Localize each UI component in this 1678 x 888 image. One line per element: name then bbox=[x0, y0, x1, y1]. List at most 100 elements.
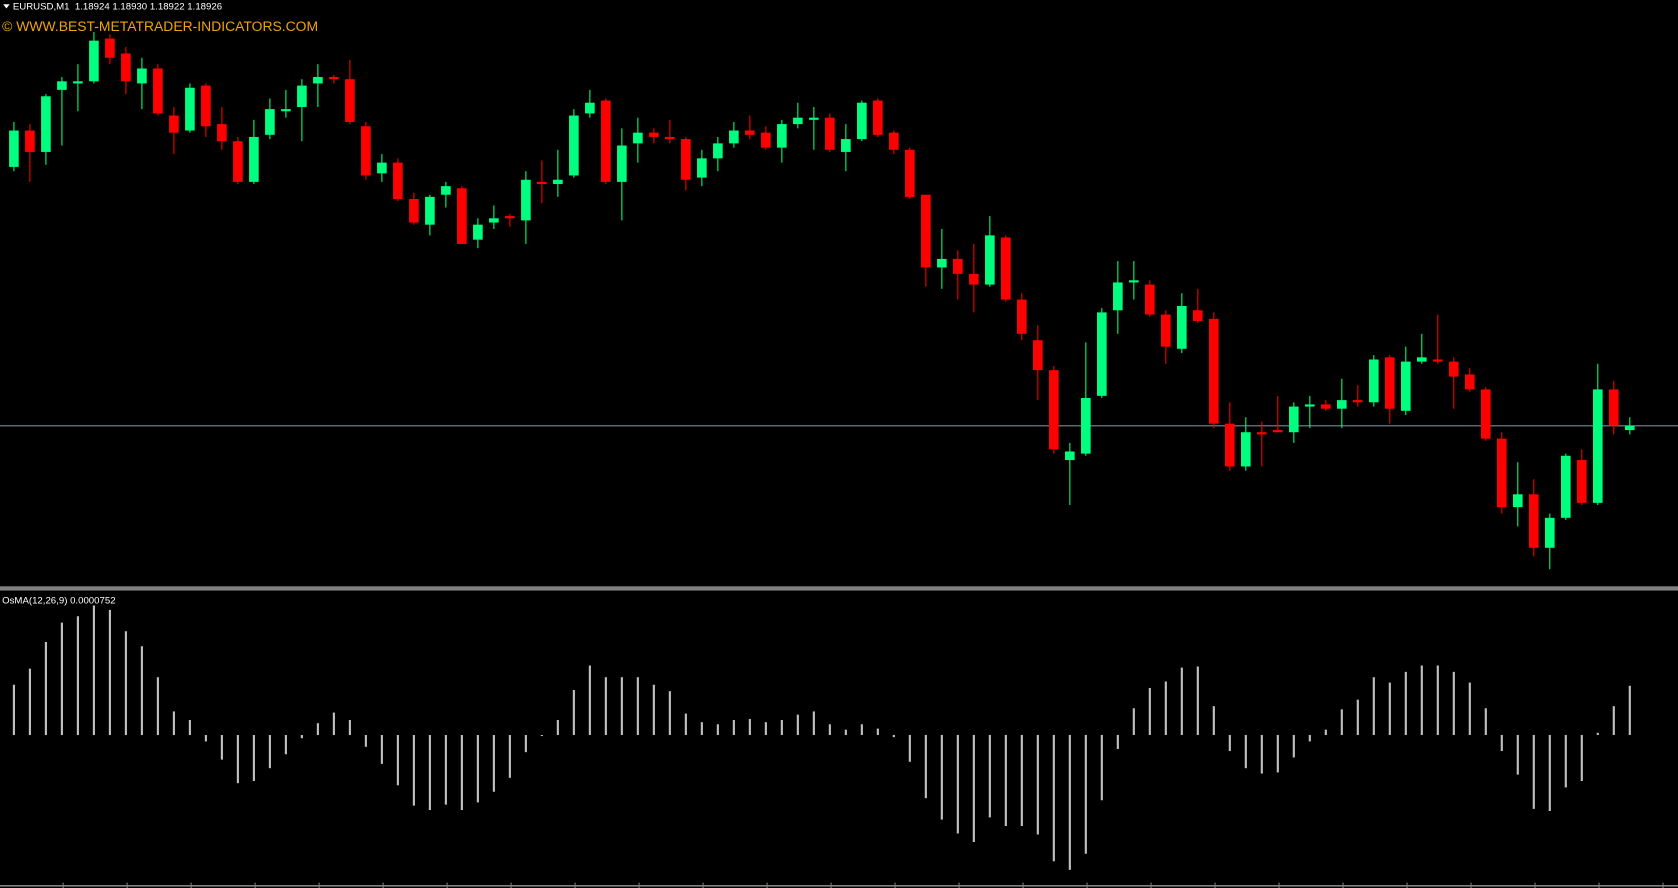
candle-body bbox=[361, 126, 371, 176]
candle-body bbox=[393, 162, 403, 199]
candle-body bbox=[745, 130, 755, 135]
candle-body bbox=[1001, 237, 1011, 300]
candle-body bbox=[89, 40, 99, 82]
candle-body bbox=[1033, 340, 1043, 371]
candle-body bbox=[857, 102, 867, 140]
candle-body bbox=[297, 85, 307, 107]
candle-body bbox=[457, 188, 467, 244]
candle-body bbox=[185, 87, 195, 131]
candle-body bbox=[969, 273, 979, 285]
candle-body bbox=[473, 224, 483, 240]
candle-body bbox=[905, 149, 915, 197]
candle-body bbox=[1320, 404, 1331, 409]
candle-body bbox=[1273, 430, 1283, 433]
candle-body bbox=[585, 102, 595, 114]
candle-body bbox=[937, 258, 947, 268]
candle-body bbox=[985, 235, 995, 285]
candle-body bbox=[953, 258, 963, 274]
candle-body bbox=[1576, 460, 1587, 503]
candle-body bbox=[889, 132, 899, 150]
candle-body bbox=[665, 136, 675, 140]
candle-body bbox=[1400, 361, 1411, 411]
candle-body bbox=[1017, 299, 1027, 334]
candle-body bbox=[1336, 400, 1347, 409]
candle-body bbox=[1288, 406, 1299, 433]
candle-body bbox=[809, 117, 819, 120]
candle-body bbox=[601, 100, 611, 182]
candle-body bbox=[1592, 389, 1603, 503]
candle-body bbox=[873, 100, 883, 135]
candle-body bbox=[649, 132, 659, 137]
candle-body bbox=[1528, 494, 1539, 548]
candle-body bbox=[1097, 312, 1107, 396]
candle-body bbox=[153, 68, 163, 114]
candle-body bbox=[73, 81, 83, 84]
panel-separator bbox=[0, 586, 1678, 591]
candle-body bbox=[1352, 400, 1363, 403]
candle-body bbox=[1145, 284, 1155, 315]
candle-body bbox=[1065, 451, 1075, 461]
candle-body bbox=[1049, 370, 1059, 450]
candle-body bbox=[169, 115, 179, 133]
candle-body bbox=[1624, 425, 1635, 431]
candle-body bbox=[1560, 455, 1571, 518]
symbol-header: EURUSD,M1 1.18924 1.18930 1.18922 1.1892… bbox=[13, 2, 222, 13]
candle-body bbox=[233, 141, 243, 182]
candle-body bbox=[729, 130, 739, 144]
candle-body bbox=[1464, 374, 1475, 390]
candle-body bbox=[505, 216, 515, 219]
candle-body bbox=[345, 79, 355, 122]
candle-body bbox=[409, 198, 419, 223]
candle-body bbox=[777, 124, 787, 148]
candle-body bbox=[1209, 318, 1219, 424]
candle-body bbox=[1480, 389, 1491, 439]
candle-body bbox=[489, 218, 499, 223]
candle-body bbox=[793, 117, 803, 125]
candle-body bbox=[137, 68, 147, 84]
candle-body bbox=[1608, 389, 1619, 426]
candle-body bbox=[329, 77, 339, 80]
watermark: © WWW.BEST-METATRADER-INDICATORS.COM bbox=[2, 18, 318, 34]
candle-body bbox=[761, 132, 771, 148]
candle-body bbox=[9, 130, 19, 167]
candle-body bbox=[921, 194, 931, 268]
menu-triangle bbox=[3, 4, 10, 9]
candle-body bbox=[1304, 404, 1315, 407]
candle-body bbox=[1193, 310, 1203, 321]
candle-body bbox=[313, 77, 323, 84]
candle-body bbox=[281, 109, 291, 112]
candle-body bbox=[1241, 432, 1251, 467]
candle-body bbox=[1081, 397, 1091, 454]
candle-body bbox=[105, 38, 115, 58]
candle-body bbox=[121, 53, 131, 82]
candle-body bbox=[425, 196, 435, 225]
candle-body bbox=[1113, 282, 1123, 311]
candle-body bbox=[1448, 361, 1459, 377]
candle-body bbox=[713, 143, 723, 159]
indicator-title: OsMA(12,26,9) 0.0000752 bbox=[2, 595, 115, 606]
candle-body bbox=[265, 109, 275, 135]
candle-body bbox=[1432, 359, 1443, 362]
candle-body bbox=[201, 85, 211, 127]
candle-body bbox=[537, 181, 547, 185]
candle-body bbox=[681, 139, 691, 180]
candle-body bbox=[841, 139, 851, 152]
candle-body bbox=[1177, 305, 1187, 349]
candle-body bbox=[1257, 432, 1267, 435]
candle-body bbox=[697, 158, 707, 178]
candle-body bbox=[1416, 357, 1427, 362]
candle-body bbox=[1225, 423, 1235, 467]
candle-body bbox=[249, 136, 259, 182]
candle-body bbox=[553, 179, 563, 185]
candle-body bbox=[377, 162, 387, 174]
candle-body bbox=[25, 130, 35, 152]
candle-body bbox=[1368, 359, 1379, 403]
candle-body bbox=[441, 186, 451, 195]
candle-body bbox=[617, 145, 627, 182]
candle-body bbox=[41, 96, 51, 152]
candle-body bbox=[1512, 494, 1523, 508]
candle-body bbox=[1496, 438, 1507, 508]
candle-body bbox=[521, 179, 531, 221]
